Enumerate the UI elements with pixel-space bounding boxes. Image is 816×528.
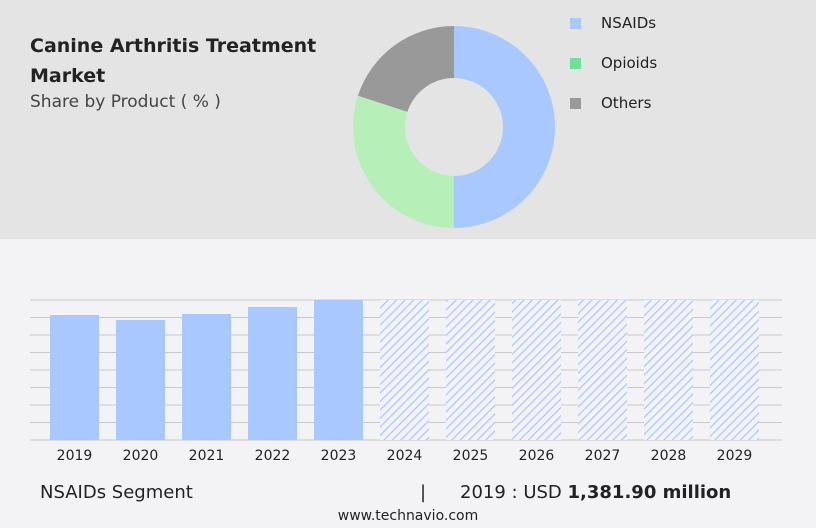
- footer-separator: |: [420, 482, 427, 503]
- bar-2023: [314, 300, 363, 440]
- bar-2022: [248, 307, 297, 440]
- bar-2026: [512, 300, 561, 440]
- legend-swatch: [570, 18, 581, 29]
- year-label: 2019 : USD: [460, 482, 562, 503]
- legend-label: Others: [601, 94, 652, 112]
- x-tick-label: 2029: [717, 448, 753, 464]
- chart-subtitle: Share by Product ( % ): [30, 92, 221, 112]
- bar-2025: [446, 300, 495, 440]
- x-tick-label: 2025: [453, 448, 489, 464]
- x-tick-label: 2023: [321, 448, 357, 464]
- chart-title: Canine Arthritis Treatment Market: [30, 35, 317, 87]
- donut-slice-opioids: [352, 95, 454, 229]
- segment-value: 1,381.90 million: [567, 482, 732, 503]
- bar-2020: [116, 319, 165, 440]
- legend-label: NSAIDs: [601, 14, 657, 32]
- bar-2024: [380, 300, 429, 440]
- donut-slice-others: [357, 26, 454, 112]
- legend-swatch: [570, 98, 581, 109]
- x-tick-label: 2021: [189, 448, 225, 464]
- bar-2019: [50, 315, 99, 440]
- bar-2029: [710, 300, 759, 440]
- legend-label: Opioids: [601, 54, 658, 72]
- legend-item: NSAIDs: [570, 14, 656, 32]
- x-tick-label: 2020: [123, 448, 159, 464]
- segment-label: NSAIDs Segment: [40, 482, 193, 503]
- bar-2027: [578, 300, 627, 440]
- legend-item: Others: [570, 94, 651, 112]
- legend-swatch: [570, 58, 581, 69]
- legend-item: Opioids: [570, 54, 657, 72]
- x-tick-label: 2022: [255, 448, 291, 464]
- donut-slice-nsaids: [454, 26, 555, 228]
- x-tick-label: 2024: [387, 448, 423, 464]
- x-tick-label: 2019: [57, 448, 93, 464]
- x-tick-label: 2026: [519, 448, 555, 464]
- bar-2021: [182, 314, 231, 440]
- footer-value-group: 2019 : USD 1,381.90 million: [460, 482, 731, 503]
- bar-2028: [644, 300, 693, 440]
- site-url[interactable]: www.technavio.com: [337, 508, 479, 524]
- x-tick-label: 2027: [585, 448, 621, 464]
- x-tick-label: 2028: [651, 448, 687, 464]
